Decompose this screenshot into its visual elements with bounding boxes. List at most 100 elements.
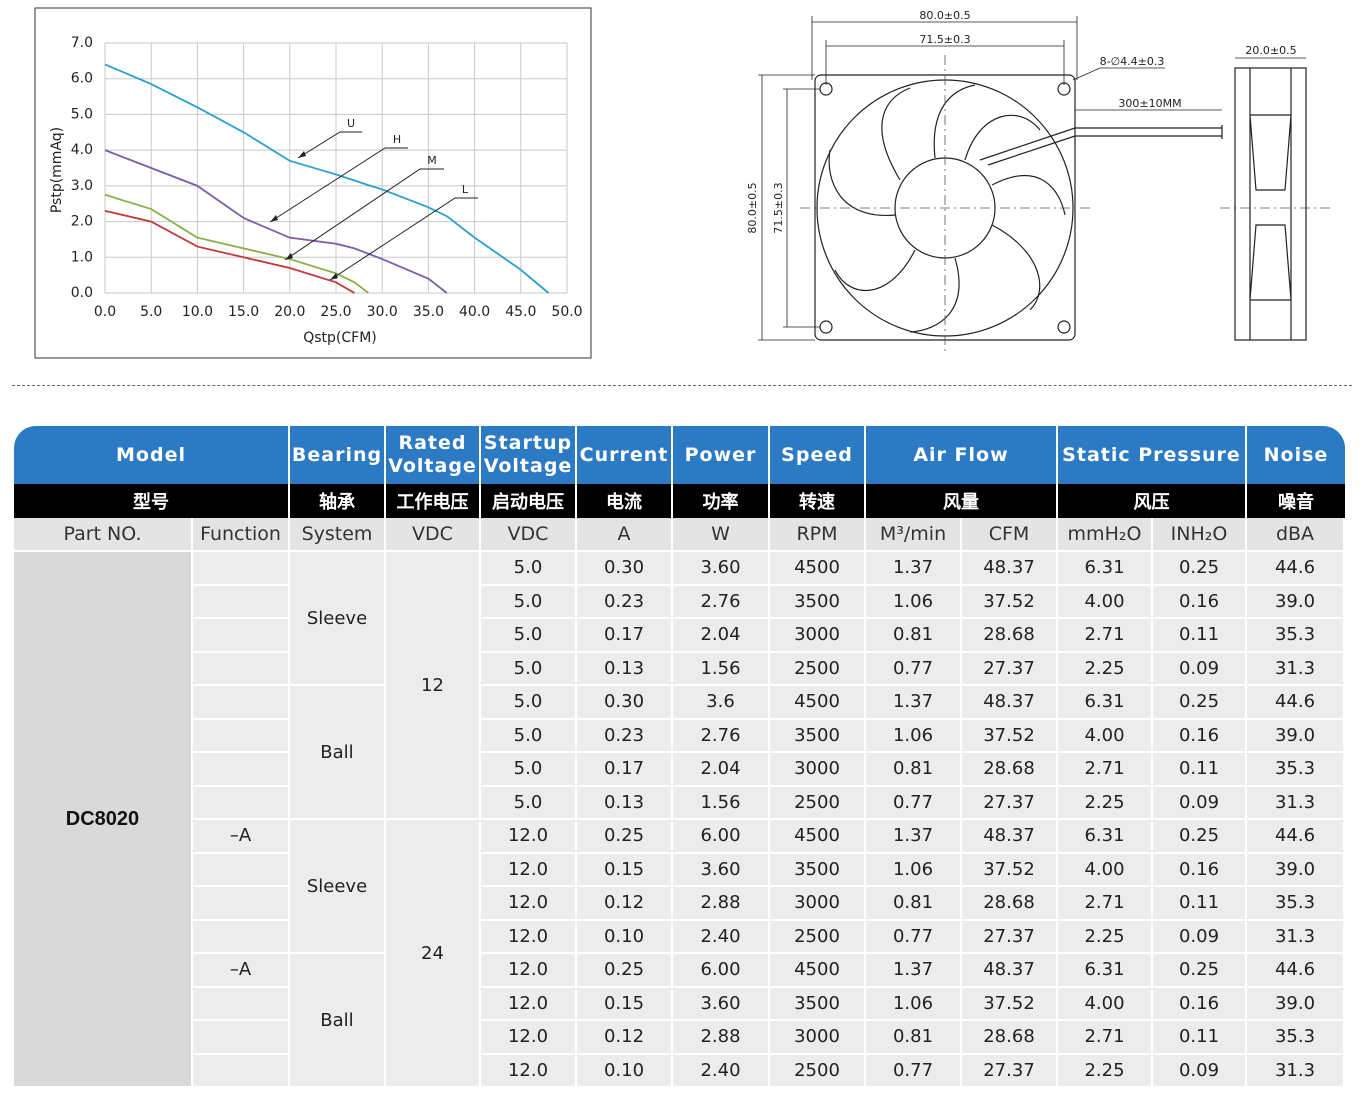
value-cell: 44.6 [1247,684,1345,718]
value-cell: 28.68 [962,885,1058,919]
value-cell: 0.77 [866,1052,962,1086]
value-cell: 39.0 [1247,851,1345,885]
value-cell: 31.3 [1247,784,1345,818]
center-lines [800,55,1330,355]
y-tick-label: 3.0 [71,178,93,194]
value-cell: 3000 [770,1019,866,1053]
dimension-label: 300±10MM [1118,97,1181,110]
value-cell: 0.77 [866,918,962,952]
value-cell: 2.71 [1058,617,1153,651]
value-cell: 1.06 [866,583,962,617]
value-cell: 35.3 [1247,617,1345,651]
arrow-head [285,253,293,260]
bearing-cell: Ball [290,684,386,818]
value-cell: 0.81 [866,617,962,651]
value-cell: 6.31 [1058,684,1153,718]
function-cell [193,851,290,885]
data-row: 5.0 0.17 2.04 3000 0.81 28.68 2.71 0.11 35.3 [14,617,1345,651]
value-cell: 2.04 [673,617,770,651]
part-no: DC8020 [14,550,193,1086]
function-cell [193,751,290,785]
value-cell: 27.37 [962,918,1058,952]
value-cell: 0.25 [1153,952,1247,986]
column-header-cn: 型号 [14,484,290,518]
header-row: Model Bearing Rated Voltage Startup Voltage… [14,426,1345,484]
function-cell [193,717,290,751]
value-cell: 1.37 [866,818,962,852]
x-tick-label: 15.0 [228,304,259,320]
value-cell: 5.0 [481,583,577,617]
function-cell [193,650,290,684]
value-cell: 3.60 [673,985,770,1019]
x-tick-label: 5.0 [140,304,162,320]
data-row: 12.0 0.10 2.40 2500 0.77 27.37 2.25 0.09 31.3 [14,918,1345,952]
unit-cell: System [290,518,386,550]
value-cell: 12.0 [481,952,577,986]
callout-arrow [329,197,478,281]
value-cell: 31.3 [1247,1052,1345,1086]
value-cell: 0.23 [577,583,673,617]
arrow-head [270,215,278,222]
value-cell: 35.3 [1247,751,1345,785]
value-cell: 6.31 [1058,952,1153,986]
y-tick-label: 7.0 [71,35,93,51]
data-row: 12.0 0.12 2.88 3000 0.81 28.68 2.71 0.11 35.3 [14,1019,1345,1053]
value-cell: 44.6 [1247,952,1345,986]
value-cell: 4.00 [1058,985,1153,1019]
dimension-label: 80.0±0.5 [746,182,759,233]
data-row: 12.0 0.15 3.60 3500 1.06 37.52 4.00 0.16 39.0 [14,985,1345,1019]
value-cell: 5.0 [481,751,577,785]
value-cell: 37.52 [962,985,1058,1019]
value-cell: 2.40 [673,918,770,952]
value-cell: 2.76 [673,583,770,617]
value-cell: 39.0 [1247,717,1345,751]
value-cell: 3500 [770,583,866,617]
value-cell: 2.04 [673,751,770,785]
bearing-cell: Ball [290,952,386,1086]
series-label: L [462,183,469,196]
x-tick-label: 10.0 [182,304,213,320]
value-cell: 1.06 [866,851,962,885]
column-header-cn: 启动电压 [481,484,577,518]
function-cell [193,550,290,584]
value-cell: 2500 [770,650,866,684]
value-cell: 3.6 [673,684,770,718]
fan-diagram: 80.0±0.5 71.5±0.3 8-∅4.4±0.3 300±10MM 20… [746,9,1330,355]
value-cell: 0.11 [1153,617,1247,651]
value-cell: 37.52 [962,717,1058,751]
data-row: 5.0 0.13 1.56 2500 0.77 27.37 2.25 0.09 31.3 [14,650,1345,684]
value-cell: 37.52 [962,583,1058,617]
arrow-head [298,151,306,158]
bearing-cell: Sleeve [290,550,386,684]
dimension-label: 20.0±0.5 [1245,44,1296,57]
series-line [104,149,448,294]
unit-cell: dBA [1247,518,1345,550]
value-cell: 27.37 [962,1052,1058,1086]
unit-cell: INH₂O [1153,518,1247,550]
value-cell: 12.0 [481,885,577,919]
value-cell: 4500 [770,952,866,986]
value-cell: 44.6 [1247,550,1345,584]
unit-cell: M³/min [866,518,962,550]
value-cell: 0.16 [1153,717,1247,751]
value-cell: 2.88 [673,1019,770,1053]
series-line [104,63,550,294]
unit-cell: VDC [386,518,481,550]
value-cell: 27.37 [962,784,1058,818]
function-cell [193,985,290,1019]
value-cell: 0.25 [1153,818,1247,852]
x-tick-label: 40.0 [459,304,490,320]
x-tick-label: 0.0 [94,304,116,320]
y-axis-label: Pstp(mmAq) [49,127,65,213]
chart-frame [34,7,592,359]
value-cell: 0.81 [866,1019,962,1053]
value-cell: 37.52 [962,851,1058,885]
column-header-cn: 噪音 [1247,484,1345,518]
value-cell: 2.40 [673,1052,770,1086]
value-cell: 27.37 [962,650,1058,684]
x-tick-label: 30.0 [367,304,398,320]
value-cell: 5.0 [481,684,577,718]
value-cell: 39.0 [1247,583,1345,617]
unit-cell: VDC [481,518,577,550]
y-tick-label: 4.0 [71,142,93,158]
